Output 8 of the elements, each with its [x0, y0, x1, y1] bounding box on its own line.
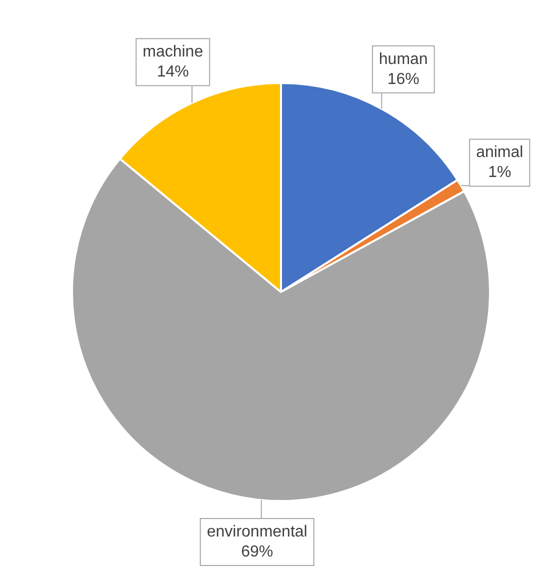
- slice-label: animal: [476, 144, 524, 162]
- data-label: 69%: [241, 543, 274, 560]
- data-label: 1%: [488, 164, 512, 182]
- slice-label: human: [378, 50, 428, 68]
- data-label: 14%: [156, 64, 189, 81]
- slice-label: machine: [142, 44, 204, 61]
- data-label: 16%: [387, 70, 420, 88]
- slice-label: environmental: [206, 523, 308, 540]
